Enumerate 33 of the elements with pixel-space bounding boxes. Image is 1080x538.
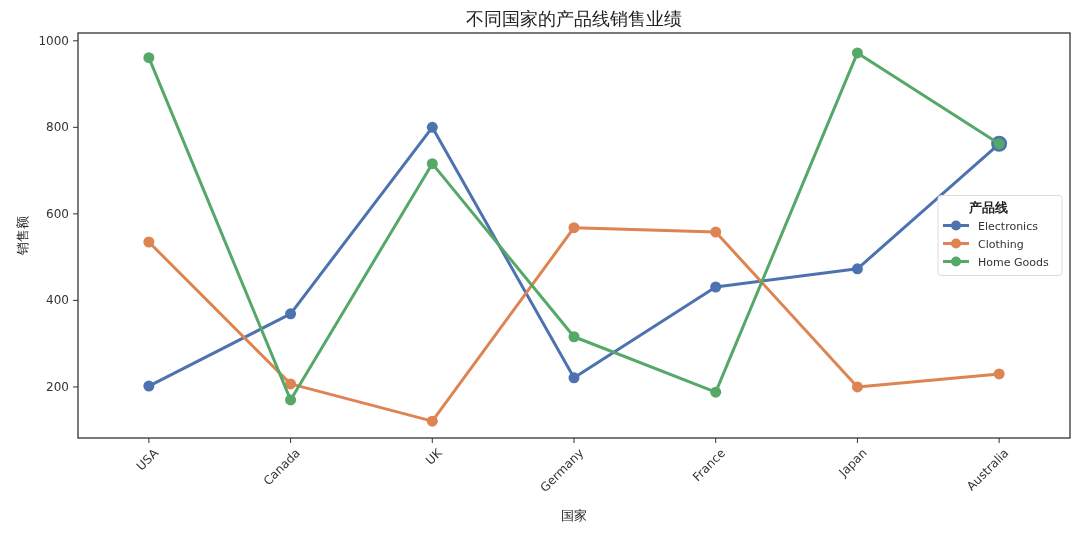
y-tick-label: 200 xyxy=(46,379,69,394)
legend-title: 产品线 xyxy=(967,199,1008,215)
point xyxy=(143,52,155,64)
chart-title: 不同国家的产品线销售业绩 xyxy=(466,8,682,29)
point xyxy=(710,386,722,398)
point xyxy=(710,281,722,293)
y-tick-label: 600 xyxy=(46,206,69,221)
point xyxy=(426,158,438,170)
point xyxy=(426,121,438,133)
point xyxy=(285,308,297,320)
point xyxy=(285,394,297,406)
point xyxy=(851,263,863,275)
y-tick-label: 400 xyxy=(46,293,69,308)
x-tick-label: UK xyxy=(422,445,446,468)
point xyxy=(568,331,580,343)
legend-label: Home Goods xyxy=(978,255,1049,269)
point xyxy=(993,368,1005,380)
y-axis-title: 销售额 xyxy=(15,216,30,256)
y-tick-label: 1000 xyxy=(38,33,69,48)
x-axis-title: 国家 xyxy=(561,508,587,523)
legend-label: Electronics xyxy=(978,219,1039,233)
point xyxy=(143,380,155,392)
point xyxy=(568,372,580,384)
legend-label: Clothing xyxy=(978,237,1024,251)
point xyxy=(568,222,580,234)
point xyxy=(143,236,155,248)
y-tick-label: 800 xyxy=(46,120,69,135)
point xyxy=(285,378,297,390)
x-tick-label: USA xyxy=(133,445,162,474)
point xyxy=(710,226,722,238)
point xyxy=(426,415,438,427)
point xyxy=(851,381,863,393)
point xyxy=(851,47,863,59)
